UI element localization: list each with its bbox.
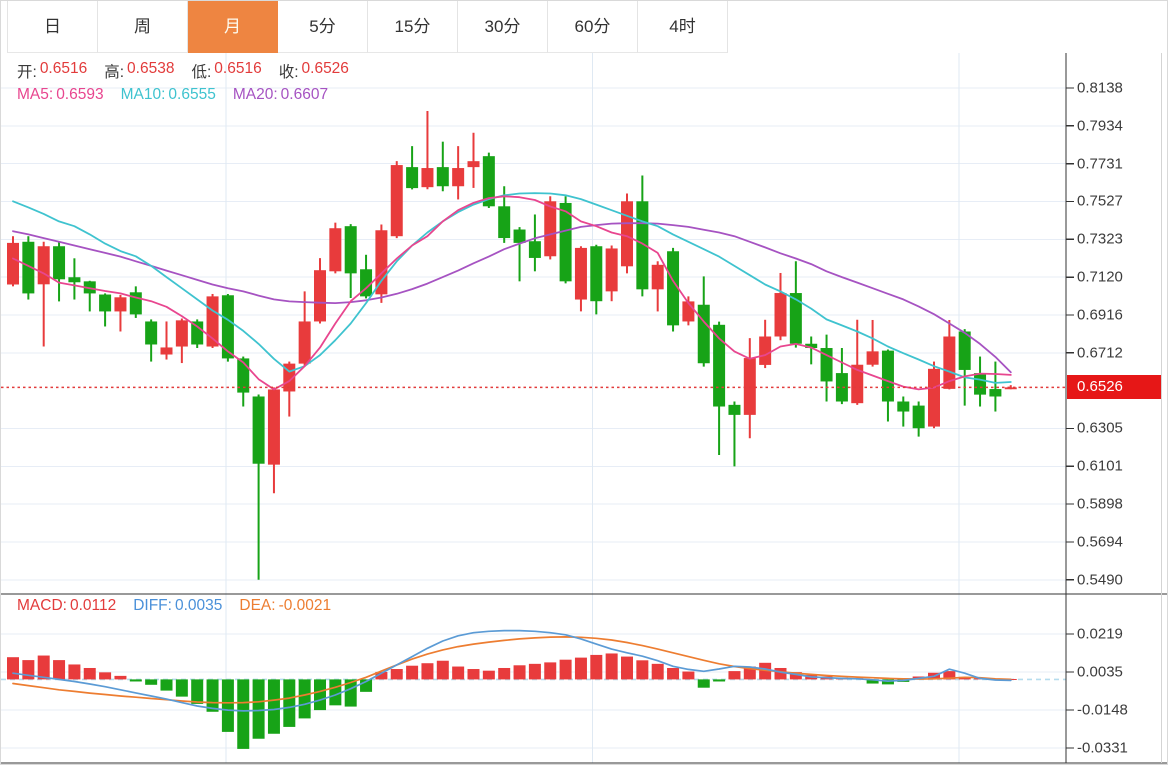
macd-axis-label: 0.0035 bbox=[1077, 663, 1123, 681]
macdRow-item: DIFF: 0.0035 bbox=[133, 597, 223, 614]
ohlc-readout: 开: 0.6516 高: 0.6538 低: 0.6516 收: 0.6526 bbox=[17, 60, 349, 82]
macd-axis-label: -0.0148 bbox=[1077, 701, 1128, 719]
diff-line bbox=[12, 629, 1012, 712]
price-axis-label: 0.5490 bbox=[1077, 571, 1123, 589]
maRow-item: MA10: 0.6555 bbox=[120, 86, 216, 103]
price-axis-label: 0.5694 bbox=[1077, 533, 1123, 551]
tab-月[interactable]: 月 bbox=[188, 1, 278, 53]
tab-15分[interactable]: 15分 bbox=[368, 1, 458, 53]
tab-5分[interactable]: 5分 bbox=[278, 1, 368, 53]
maRow-item: MA20: 0.6607 bbox=[232, 86, 329, 103]
ohlcRow-item: 开: 0.6516 bbox=[17, 60, 88, 81]
price-axis-label: 0.6712 bbox=[1077, 344, 1123, 362]
ohlcRow-item: 高: 0.6538 bbox=[104, 60, 175, 81]
price-axis-label: 0.6305 bbox=[1077, 419, 1123, 437]
candle-wicks bbox=[12, 111, 1012, 580]
grid-lines bbox=[1, 53, 1066, 763]
tab-日[interactable]: 日 bbox=[7, 1, 98, 53]
tab-30分[interactable]: 30分 bbox=[458, 1, 548, 53]
macdRow-item: DEA: -0.0021 bbox=[239, 597, 332, 614]
macd-readout: MACD: 0.0112 DIFF: 0.0035 DEA: -0.0021 bbox=[17, 597, 331, 615]
tab-周[interactable]: 周 bbox=[98, 1, 188, 53]
macd-axis-label: 0.0219 bbox=[1077, 625, 1123, 643]
price-axis-label: 0.6916 bbox=[1077, 306, 1123, 324]
ma20-line bbox=[12, 222, 1012, 374]
price-axis-label: 0.7527 bbox=[1077, 192, 1123, 210]
price-axis-label: 0.7120 bbox=[1077, 268, 1123, 286]
price-axis-label: 0.7731 bbox=[1077, 155, 1123, 173]
tab-4时[interactable]: 4时 bbox=[638, 1, 728, 53]
price-axis-label: 0.8138 bbox=[1077, 79, 1123, 97]
tab-60分[interactable]: 60分 bbox=[548, 1, 638, 53]
macd-histogram bbox=[7, 653, 1017, 749]
ma5-line bbox=[12, 195, 1012, 391]
axis-frame bbox=[1, 53, 1167, 764]
ma-readout: MA5: 0.6593 MA10: 0.6555 MA20: 0.6607 bbox=[17, 86, 328, 104]
price-axis-label: 0.6101 bbox=[1077, 457, 1123, 475]
price-axis-label: 0.7934 bbox=[1077, 117, 1123, 135]
macdRow-item: MACD: 0.0112 bbox=[17, 597, 117, 614]
ohlcRow-item: 收: 0.6526 bbox=[278, 60, 349, 81]
dea-line bbox=[12, 636, 1012, 704]
current-price-badge: 0.6526 bbox=[1067, 375, 1161, 400]
candle-bodies bbox=[7, 156, 1017, 465]
maRow-item: MA5: 0.6593 bbox=[17, 86, 104, 103]
ma10-line bbox=[12, 192, 1012, 384]
ohlcRow-item: 低: 0.6516 bbox=[191, 60, 262, 81]
interval-tab-bar: 日周月 5分 15分 30分 60分 4时 bbox=[7, 1, 728, 53]
price-axis-label: 0.7323 bbox=[1077, 230, 1123, 248]
macd-axis-label: -0.0331 bbox=[1077, 739, 1128, 757]
price-axis-label: 0.5898 bbox=[1077, 495, 1123, 513]
